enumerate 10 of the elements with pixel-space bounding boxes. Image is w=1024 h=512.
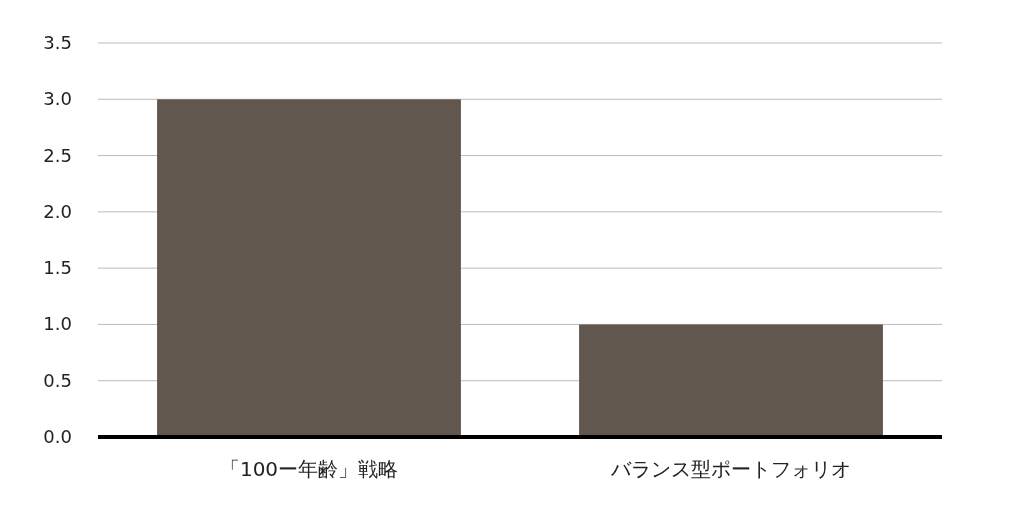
y-tick-label: 2.0 [43,200,72,222]
y-tick-label: 3.0 [43,88,72,110]
y-tick-label: 0.5 [43,369,72,391]
x-tick-label: 「100ー年齢」戦略 [219,457,399,481]
y-tick-label: 3.5 [43,32,72,53]
y-tick-label: 2.5 [43,144,72,166]
x-tick-label: バランス型ポートフォリオ [610,457,851,481]
y-tick-label: 1.0 [43,313,72,335]
y-tick-label: 0.0 [43,426,72,447]
y-tick-label: 1.5 [43,257,72,279]
